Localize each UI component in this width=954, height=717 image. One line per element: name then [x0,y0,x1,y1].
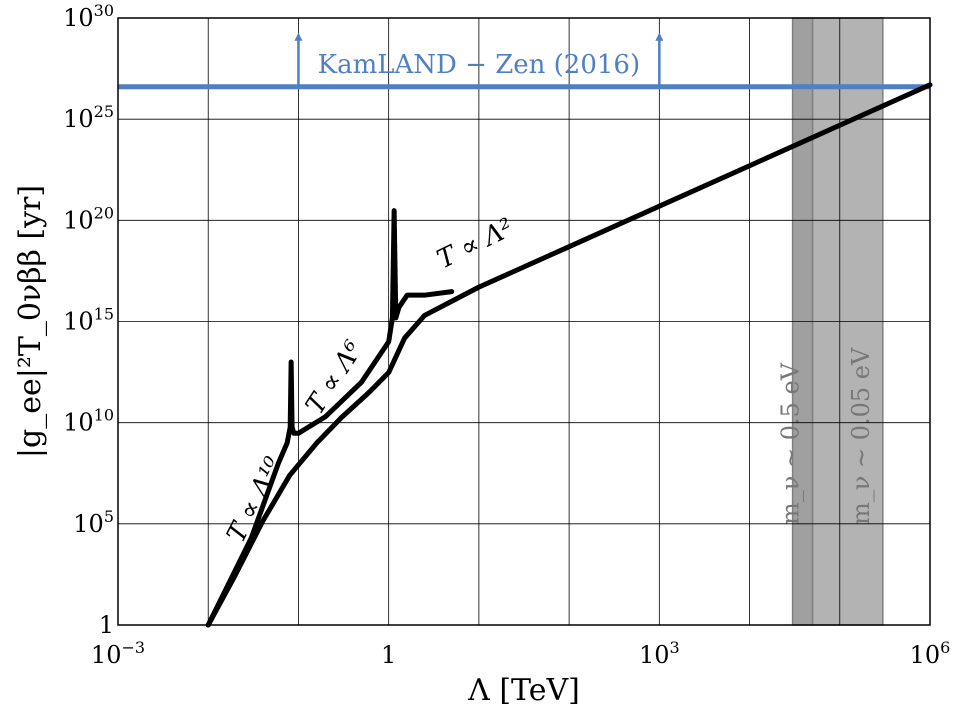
plot-frame [117,17,931,626]
limit-label: KamLAND − Zen (2016) [318,50,640,80]
x-tick-label-0: 10−3 [91,638,145,669]
y-tick-label-4: 1020 [63,203,114,234]
x-tick-label-3: 106 [910,638,951,669]
y-tick-label-1: 105 [73,507,114,538]
curves-layer [205,82,933,628]
band-label-1: m_ν ∼ 0.05 eV [847,347,875,525]
limit-arrowhead-0 [294,32,303,41]
slope-annotation-2: T ∝ Λ² [433,213,519,275]
series-0 [205,82,933,628]
y-tick-label-3: 1015 [63,305,114,336]
y-tick-label-0: 1 [99,611,114,639]
y-axis-label: |g_ee|²T_0νββ [yr] [13,185,48,458]
y-tick-label-6: 1030 [63,1,114,32]
band-label-0: m_ν ∼ 0.5 eV [777,362,805,525]
limit-layer: KamLAND − Zen (2016) [118,32,930,90]
y-tick-label-5: 1025 [63,102,114,133]
limit-arrowhead-1 [655,32,664,41]
x-tick-label-2: 103 [639,638,680,669]
x-axis-label: Λ [TeV] [467,673,580,708]
series-1 [205,208,455,628]
y-tick-label-2: 1010 [63,406,114,437]
x-tick-label-1: 1 [381,641,396,669]
